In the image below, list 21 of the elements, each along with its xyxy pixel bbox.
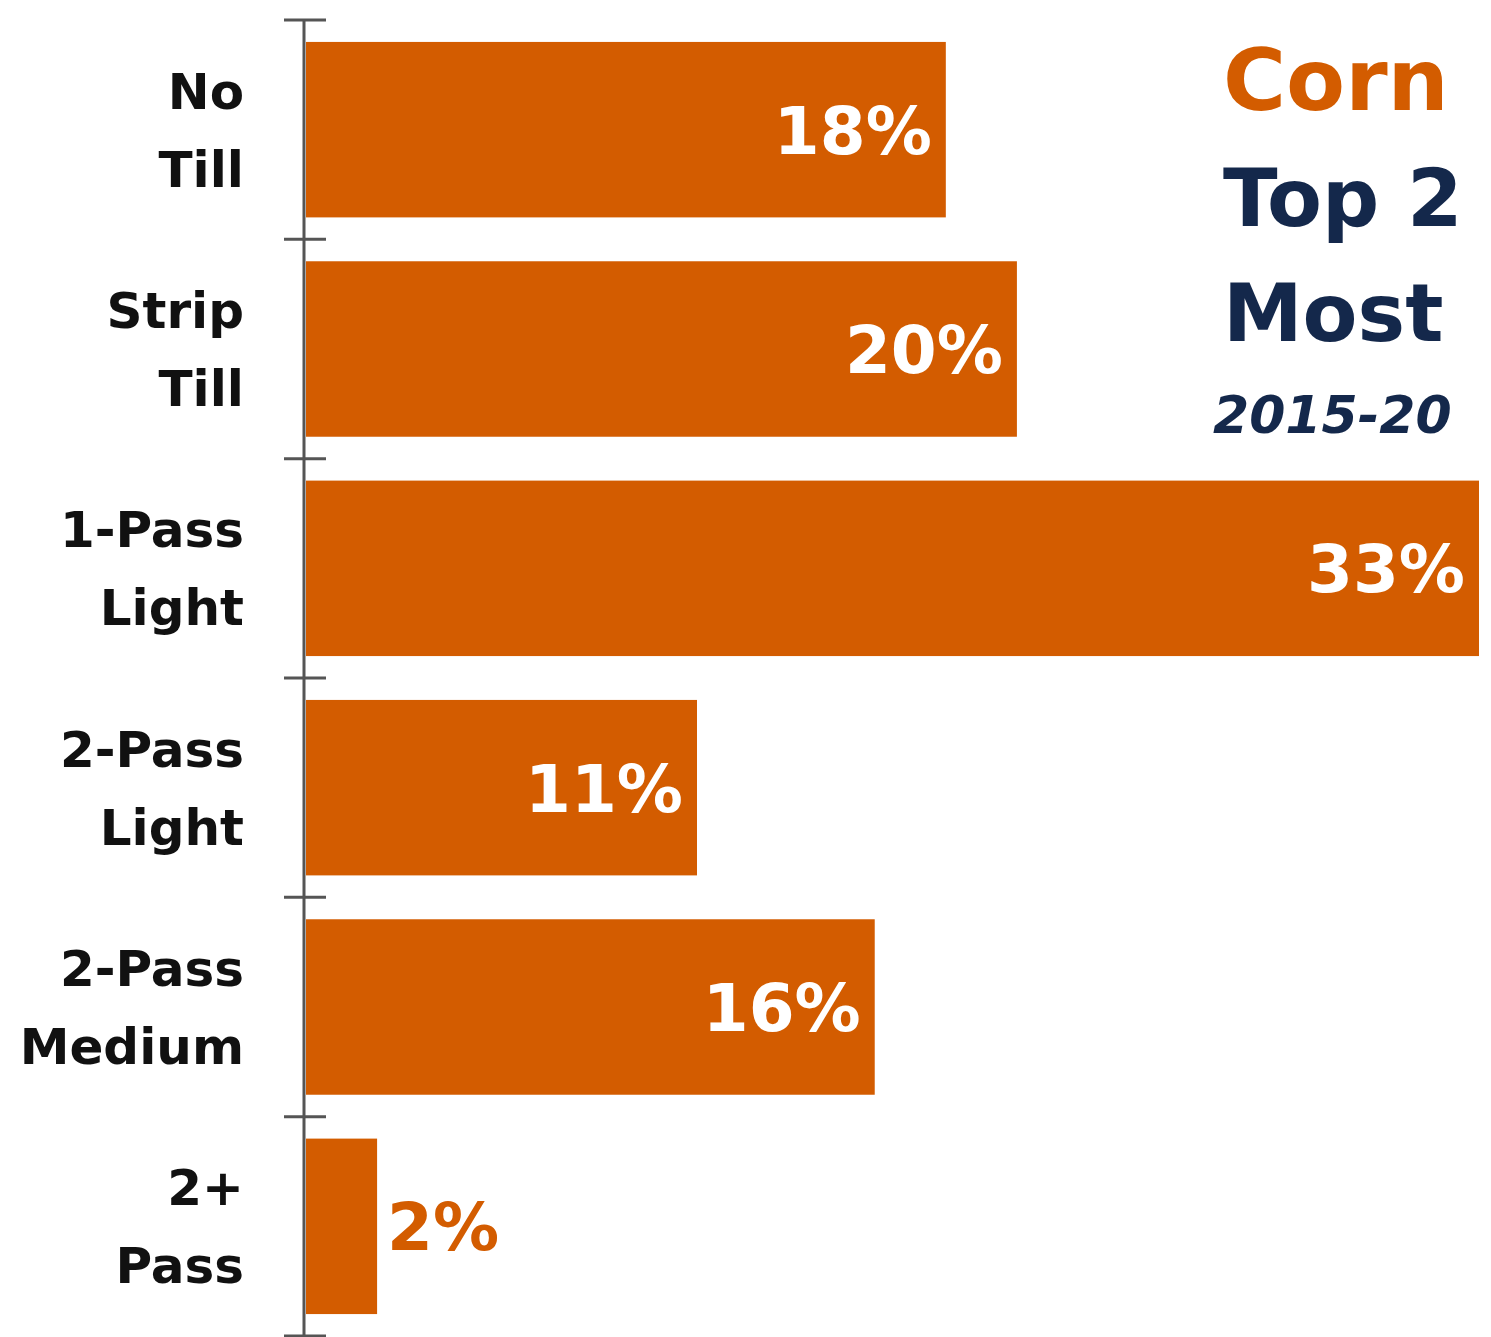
bar [306, 41, 946, 218]
bar [306, 261, 1017, 437]
y-tick-label: 2-Pass Medium [19, 940, 244, 1076]
text: Top 2 Most [1223, 152, 1463, 360]
y-tick-label: Strip Till [106, 282, 244, 418]
y-tick-label: 2-Pass Light [59, 720, 244, 857]
y-tick-label: 1-Pass Light [59, 501, 244, 638]
y-tick-label: 2+ Pass [115, 1159, 244, 1296]
bar [306, 1138, 378, 1315]
annotation: 2015-20 [1213, 385, 1452, 445]
data-label: 2% [387, 1189, 500, 1267]
y-tick-label: No Till [158, 62, 244, 199]
chart-title: Corn [1223, 30, 1449, 130]
data-label: 20% [844, 312, 1003, 389]
data-label: 18% [773, 92, 932, 170]
data-label: 33% [1307, 531, 1465, 609]
data-label: 16% [702, 970, 861, 1047]
data-label: 11% [525, 750, 683, 828]
bar [306, 480, 1479, 657]
bar [306, 919, 875, 1095]
bar [306, 699, 697, 876]
